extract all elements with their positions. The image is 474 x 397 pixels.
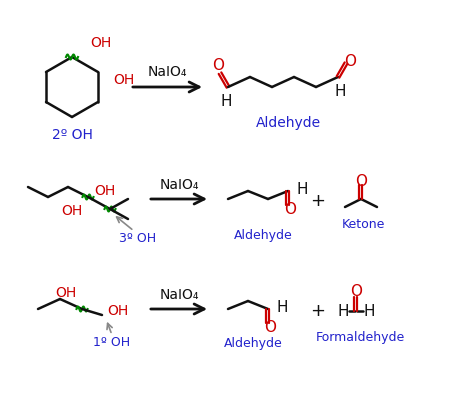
Text: OH: OH	[90, 36, 111, 50]
Text: O: O	[355, 173, 367, 189]
Text: Aldehyde: Aldehyde	[224, 337, 283, 349]
Text: H: H	[337, 303, 349, 318]
Text: O: O	[284, 202, 296, 216]
Text: H: H	[276, 299, 288, 314]
Text: OH: OH	[113, 73, 134, 87]
Text: Formaldehyde: Formaldehyde	[315, 330, 405, 343]
Text: 3º OH: 3º OH	[119, 233, 156, 245]
Text: OH: OH	[94, 184, 116, 198]
Text: 2º OH: 2º OH	[52, 128, 92, 142]
Text: OH: OH	[61, 204, 82, 218]
Text: O: O	[212, 58, 224, 73]
Text: 1º OH: 1º OH	[93, 337, 130, 349]
Text: H: H	[296, 181, 308, 197]
Text: Aldehyde: Aldehyde	[234, 229, 292, 241]
Text: OH: OH	[55, 286, 77, 300]
Text: O: O	[264, 320, 276, 335]
Text: H: H	[220, 94, 232, 108]
Text: +: +	[310, 192, 326, 210]
Text: H: H	[363, 303, 375, 318]
Text: NaIO₄: NaIO₄	[147, 65, 187, 79]
Text: O: O	[344, 54, 356, 69]
Text: OH: OH	[108, 304, 128, 318]
Text: H: H	[334, 83, 346, 98]
Text: O: O	[350, 283, 362, 299]
Text: Ketone: Ketone	[341, 218, 385, 231]
Text: NaIO₄: NaIO₄	[159, 178, 199, 192]
Text: +: +	[310, 302, 326, 320]
Text: Aldehyde: Aldehyde	[255, 116, 320, 130]
Text: NaIO₄: NaIO₄	[159, 288, 199, 302]
